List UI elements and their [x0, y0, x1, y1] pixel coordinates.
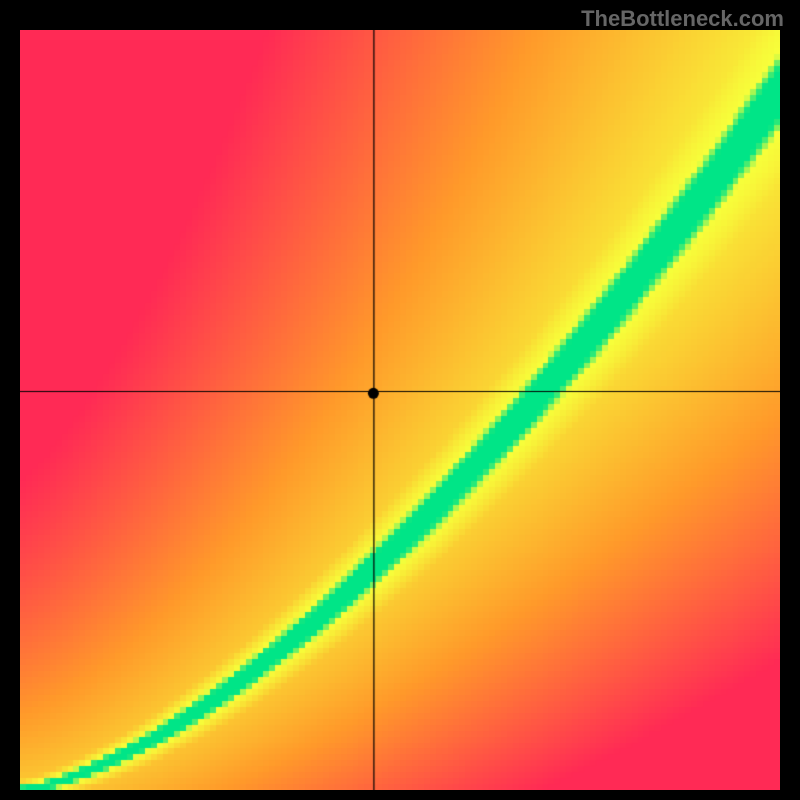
- chart-container: TheBottleneck.com: [0, 0, 800, 800]
- watermark-label: TheBottleneck.com: [581, 6, 784, 32]
- bottleneck-heatmap: [20, 30, 780, 790]
